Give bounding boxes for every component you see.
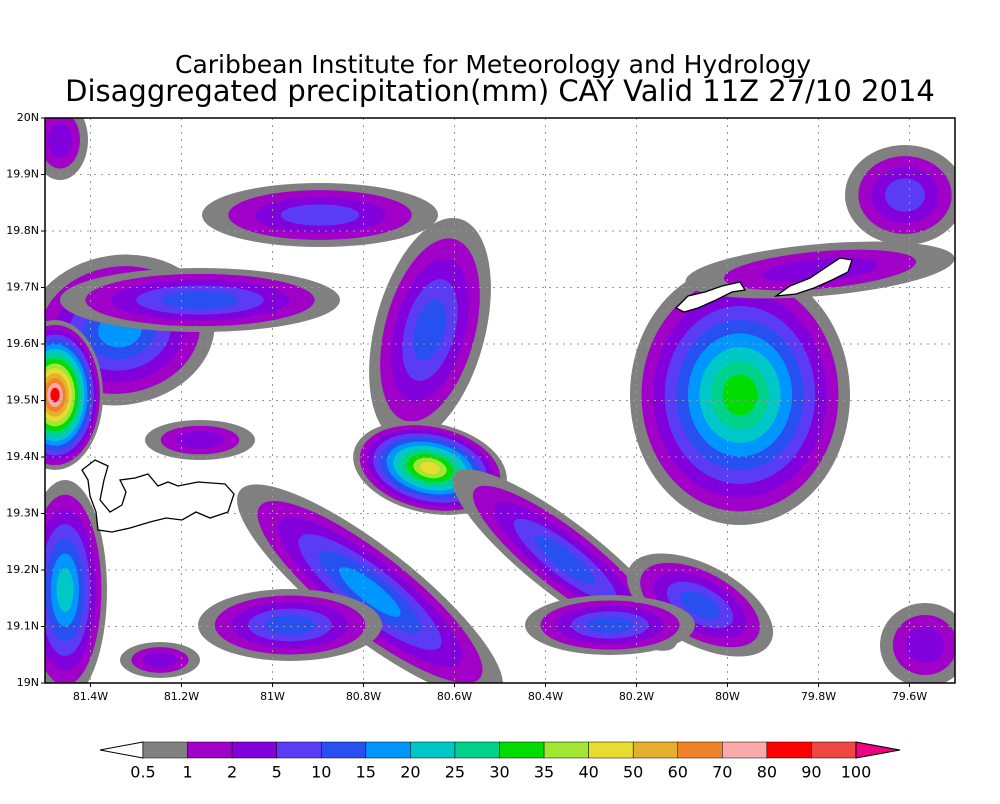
colorbar-label: 70 [712,763,732,782]
colorbar-label: 60 [668,763,688,782]
colorbar-box [187,741,233,759]
precip-contour [176,431,224,449]
colorbar-label: 35 [534,763,554,782]
colorbar-box [499,741,545,759]
colorbar-box [632,741,678,759]
y-tick-label: 19.8N [6,224,39,237]
colorbar-arrow [855,741,901,759]
colorbar-box [811,741,857,759]
colorbar-label: 10 [311,763,331,782]
y-tick-label: 20N [17,111,39,124]
precip-contour [419,461,441,475]
colorbar-label: 100 [841,763,872,782]
precip-contour [722,374,758,416]
y-tick-label: 19.9N [6,168,39,181]
subtitle: Disaggregated precipitation(mm) CAY Vali… [65,74,935,108]
x-tick-label: 80.6W [437,690,472,703]
precip-contour [339,567,401,617]
colorbar-label: 90 [801,763,821,782]
precip-field [45,118,955,683]
precip-contour [161,291,239,309]
colorbar-label: 40 [578,763,598,782]
grid: 81.4W 81.2W 81W 80.8W 80.6W 80.4W 80.2W 80W 79.8… [6,111,955,703]
colorbar-label: 80 [757,763,777,782]
cayman-brac [773,257,853,297]
grand-cayman [81,459,235,533]
precip-contour [56,568,74,612]
precip-contour [50,387,60,403]
colorbar-label: 25 [445,763,465,782]
colorbar-label: 15 [356,763,376,782]
colorbar-label: 20 [400,763,420,782]
y-tick-label: 19.7N [6,281,39,294]
little-cayman [674,281,747,313]
colorbar: 0.5 1 2 5 10 15 20 25 30 35 40 50 60 70 80 90 100 [99,741,901,782]
colorbar-box [231,741,277,759]
colorbar-label: 1 [182,763,192,782]
y-tick-label: 19.5N [6,394,39,407]
x-tick-label: 80.8W [346,690,381,703]
precip-contour [264,615,316,635]
y-tick-label: 19.1N [6,620,39,633]
coastlines [81,257,853,533]
y-tick-label: 19.4N [6,450,39,463]
colorbar-box [142,741,188,759]
x-tick-label: 80.4W [528,690,563,703]
y-tick-label: 19.6N [6,337,39,350]
colorbar-box [543,741,589,759]
x-tick-label: 79.8W [801,690,836,703]
y-tick-label: 19.2N [6,563,39,576]
colorbar-label: 50 [623,763,643,782]
x-tick-label: 79.6W [892,690,927,703]
precip-contour [142,652,178,668]
precip-contour [905,627,945,663]
precip-contour [586,616,634,634]
colorbar-box [454,741,500,759]
precip-contour [48,122,72,158]
colorbar-box [588,741,634,759]
x-tick-label: 80W [715,690,740,703]
y-tick-label: 19N [17,676,39,689]
colorbar-box [276,741,322,759]
colorbar-label: 5 [272,763,282,782]
precip-contour [280,204,360,226]
x-tick-label: 81W [260,690,285,703]
colorbar-box [410,741,456,759]
x-tick-label: 81.4W [73,690,108,703]
colorbar-label: 0.5 [130,763,155,782]
colorbar-box [321,741,367,759]
map-frame [44,117,956,684]
colorbar-arrow [99,741,144,759]
colorbar-label: 30 [489,763,509,782]
colorbar-label: 2 [227,763,237,782]
x-tick-label: 81.2W [164,690,199,703]
title: Caribbean Institute for Meteorology and … [175,50,811,79]
y-tick-label: 19.3N [6,507,39,520]
colorbar-box [766,741,812,759]
precip-contour [534,535,596,585]
colorbar-box [365,741,411,759]
colorbar-box [677,741,723,759]
precip-contour [413,299,447,361]
colorbar-box [722,741,768,759]
precip-contour [680,590,720,620]
x-tick-label: 80.2W [619,690,654,703]
precip-contour [885,178,925,212]
